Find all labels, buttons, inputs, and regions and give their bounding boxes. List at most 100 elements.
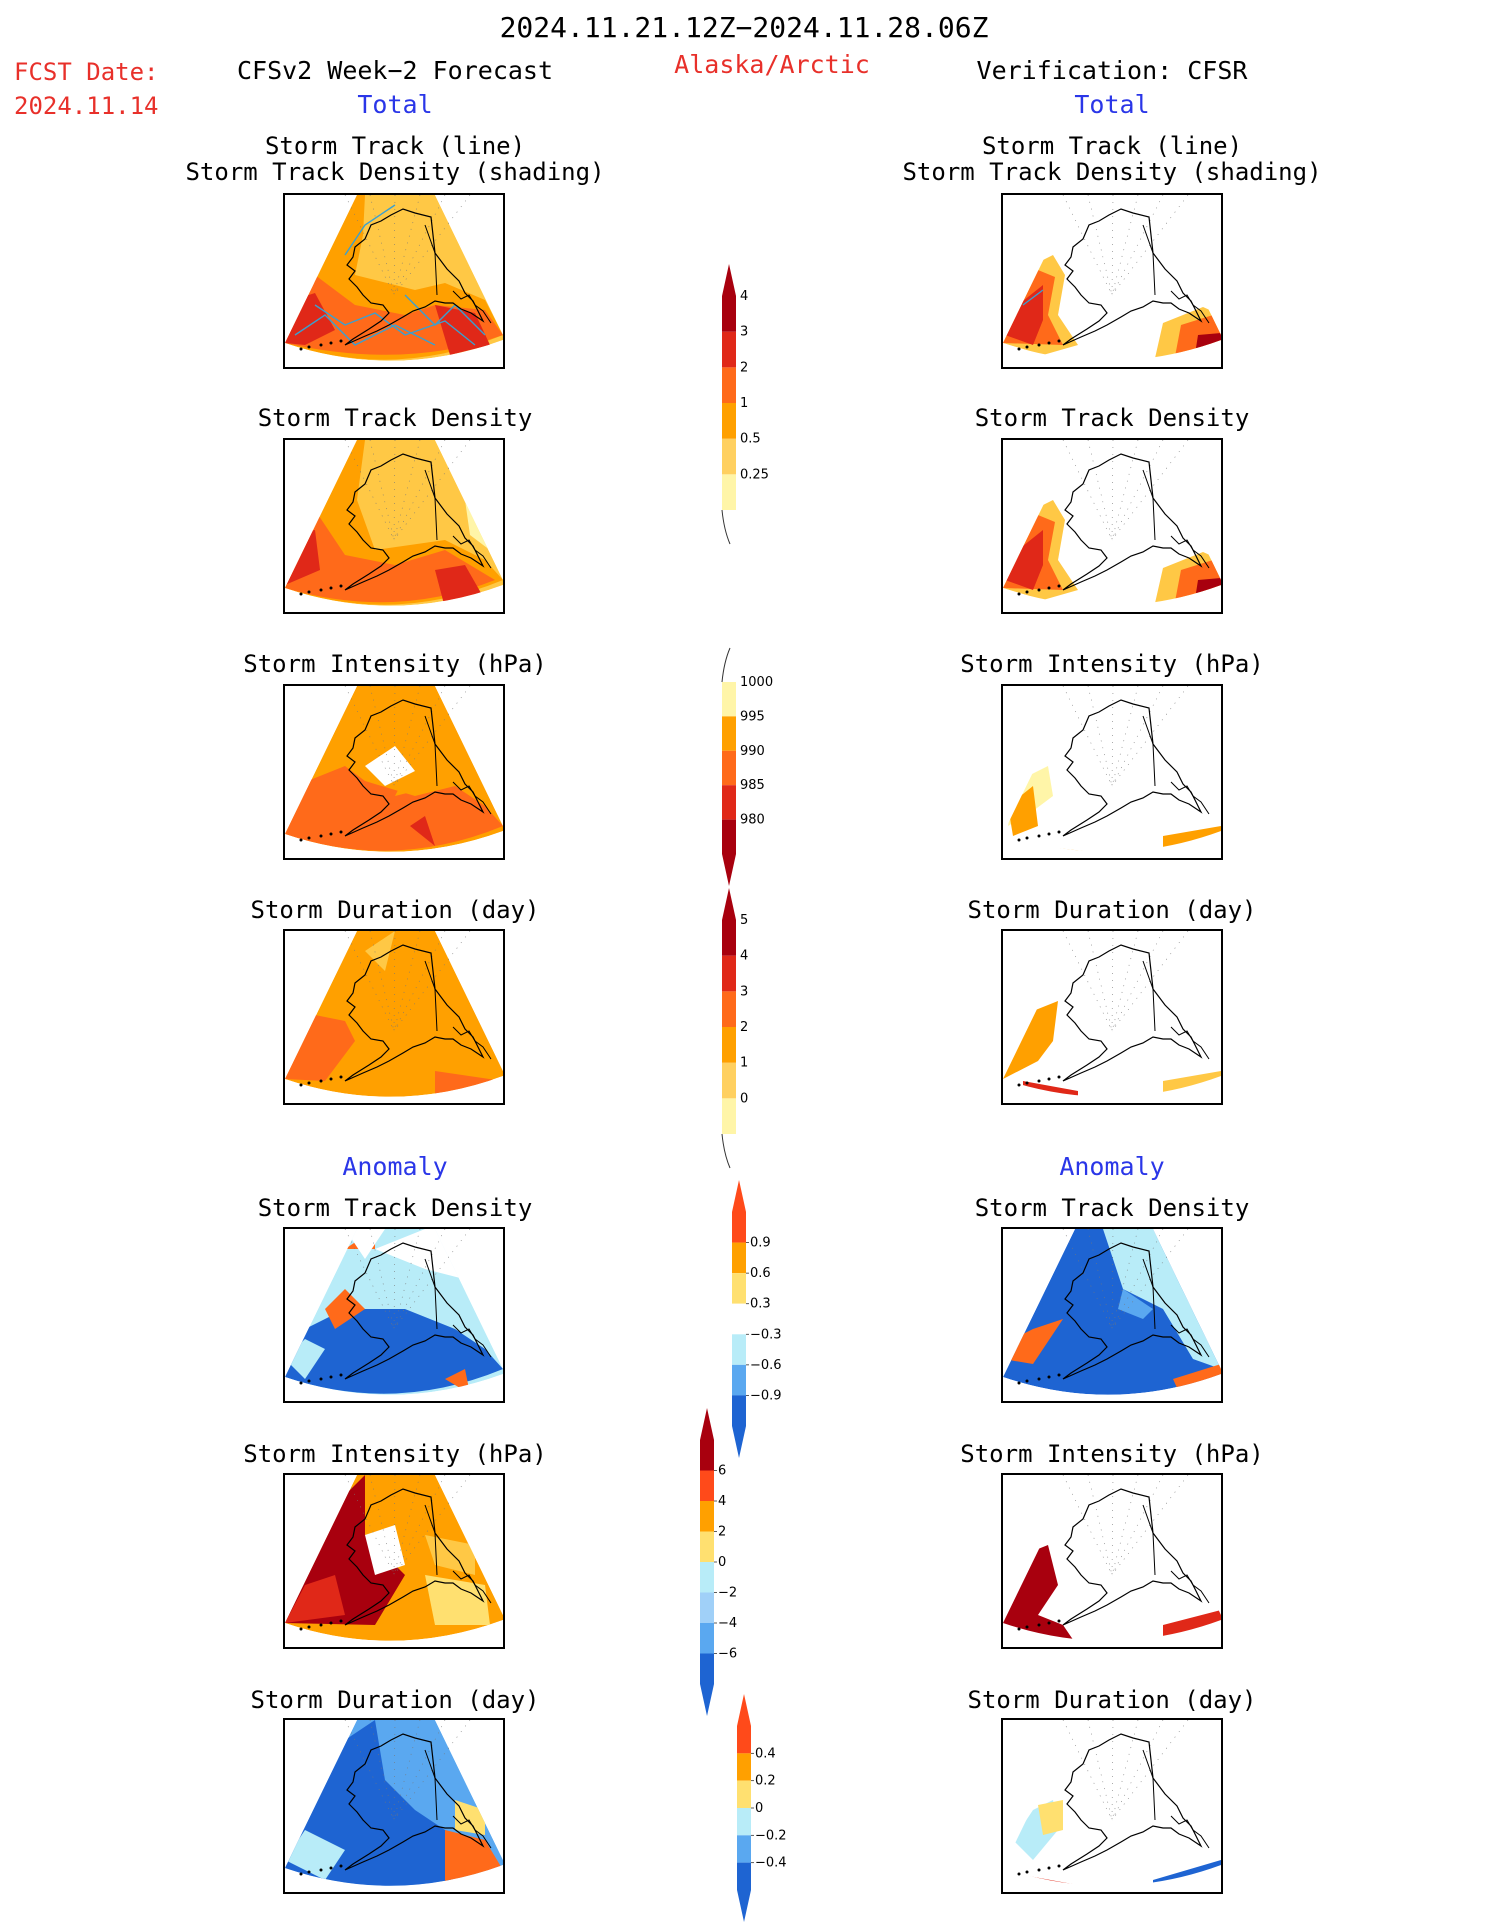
graticule-line (1087, 440, 1113, 541)
island (307, 590, 311, 594)
colorbar-tick-label: −0.9 (750, 1388, 782, 1403)
island (299, 1381, 303, 1385)
island (329, 1621, 333, 1625)
map-cfsr-anom-intensity (1001, 1473, 1223, 1649)
island (1047, 1077, 1051, 1081)
colorbar-svg: 0.4 0.2 0 −0.2 −0.4 (737, 1694, 787, 1922)
graticule-line (393, 931, 446, 1032)
island (1025, 1081, 1029, 1085)
left-track-line-title: Storm Track (line) (264, 132, 526, 160)
colorbar-tick-label: 0.2 (755, 1774, 776, 1789)
coastline (1062, 944, 1203, 1082)
graticule-line (1087, 1720, 1113, 1821)
shading-group (285, 440, 503, 606)
island (329, 1375, 333, 1379)
shading-region (435, 305, 490, 355)
verification-title: Verification: CFSR (976, 56, 1248, 85)
border-line (424, 960, 438, 1032)
shading-region (365, 746, 415, 786)
shading-group (1003, 255, 1221, 361)
coastline (1062, 1242, 1203, 1380)
island (1047, 1621, 1051, 1625)
map-fcst-intensity (283, 684, 505, 860)
colorbar-swatch (737, 1694, 751, 1754)
coastline (344, 1488, 485, 1626)
right-duration-title: Storm Duration (day) (967, 896, 1257, 924)
shading-region (1023, 1875, 1078, 1886)
coastline (452, 535, 492, 569)
colorbar-total-density: 0.25 0.5 1 2 3 4 (721, 264, 802, 548)
graticule-line (1062, 931, 1113, 1032)
island (1017, 838, 1021, 842)
coastline (1062, 699, 1203, 837)
coastline (1170, 781, 1210, 815)
island (1057, 339, 1061, 343)
island (1017, 1381, 1021, 1385)
island (319, 1377, 323, 1381)
island (307, 345, 311, 349)
shading-group (285, 931, 503, 1097)
shading-group (1003, 1001, 1221, 1097)
island (1025, 345, 1029, 349)
colorbar-tick-label: 3 (740, 325, 748, 340)
right-track-line-title: Storm Track (line) (981, 132, 1243, 160)
colorbar-svg: 0 1 2 3 4 5 (721, 888, 748, 1169)
map-svg (1003, 440, 1221, 606)
colorbar-tick-label: 0.9 (750, 1236, 771, 1251)
colorbar-tick-label: 3 (740, 984, 748, 999)
colorbar-swatch (722, 785, 736, 820)
colorbar-tick-label: 4 (740, 949, 748, 964)
island (299, 347, 303, 351)
colorbar-tick-label: −4 (718, 1616, 737, 1631)
map-svg (285, 1229, 503, 1395)
shading-group (285, 1475, 503, 1641)
shading-region (1163, 1610, 1221, 1641)
colorbar-swatch (700, 1592, 714, 1623)
coastline (1062, 1733, 1203, 1871)
coastline (1170, 290, 1210, 324)
shading-group (285, 195, 503, 361)
colorbar-tick-label: 0.5 (740, 432, 761, 447)
colorbar-swatch (732, 1242, 746, 1274)
shading-region (1003, 1319, 1063, 1364)
graticule-line (1111, 931, 1114, 1032)
coastline (1170, 1324, 1210, 1358)
colorbar-swatch (722, 403, 736, 439)
island (299, 1083, 303, 1087)
storm-track-line (294, 314, 436, 346)
colorbar-tick-label: 1 (740, 396, 748, 411)
border-line (424, 224, 438, 296)
border-line (1142, 469, 1156, 541)
colorbar-swatch (722, 682, 736, 717)
graticule-line (1111, 195, 1164, 296)
island (307, 1081, 311, 1085)
island (329, 341, 333, 345)
shading-group (1003, 500, 1221, 606)
island (329, 1866, 333, 1870)
graticule-line (1087, 195, 1113, 296)
map-svg (285, 931, 503, 1097)
colorbar-swatch (737, 1753, 751, 1781)
coastline (344, 944, 485, 1082)
island (1017, 592, 1021, 596)
right-anomaly-label: Anomaly (1059, 1152, 1165, 1181)
colorbar-swatch (737, 1780, 751, 1808)
right-track-shading-title: Storm Track Density (shading) (902, 158, 1322, 186)
island (1047, 1866, 1051, 1870)
island (299, 838, 303, 842)
shading-region (365, 931, 395, 971)
coastline (1062, 208, 1203, 346)
shading-region (345, 1229, 385, 1259)
island (307, 1625, 311, 1629)
island (319, 1623, 323, 1627)
graticule-line (1111, 931, 1164, 1032)
fcst-date-value: 2024.11.14 (14, 92, 159, 120)
colorbar-swatch (722, 264, 736, 332)
island (319, 588, 323, 592)
island (339, 1075, 343, 1079)
colorbar-swatch (722, 955, 736, 992)
shading-region (425, 1575, 490, 1625)
storm-track-line (344, 204, 396, 256)
island (339, 584, 343, 588)
map-svg (285, 440, 503, 606)
